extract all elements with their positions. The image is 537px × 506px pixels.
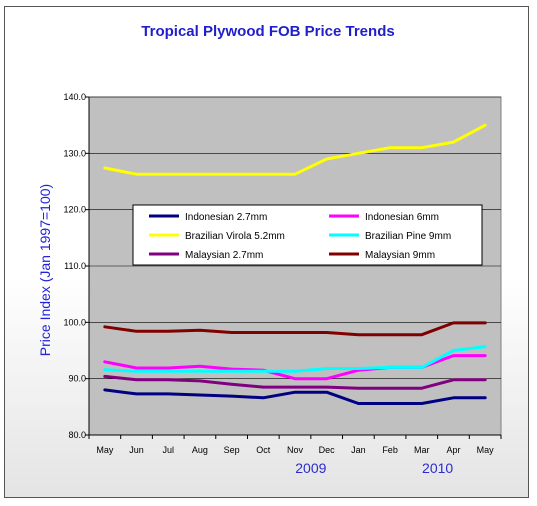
- legend-label: Indonesian 2.7mm: [185, 212, 267, 223]
- axes: 80.0 90.0 100.0 110.0 120.0 130.0 140.0 May Jun J…: [63, 92, 502, 476]
- x-tick-label: May: [96, 445, 114, 455]
- y-tick-label: 100.0: [63, 317, 86, 327]
- y-tick-label: 80.0: [68, 430, 86, 440]
- x-tick-label: Jan: [351, 445, 366, 455]
- legend-label: Malaysian 2.7mm: [185, 250, 263, 261]
- x-tick-label: Aug: [192, 445, 208, 455]
- series-lines: [103, 123, 487, 405]
- x-tick-label: Mar: [414, 445, 430, 455]
- year-label: 2009: [295, 460, 326, 476]
- series-line-malaysian-9mm: [103, 321, 487, 337]
- x-tick-label: Jun: [129, 445, 144, 455]
- legend-label: Indonesian 6mm: [365, 212, 439, 223]
- x-tick-label: Dec: [319, 445, 336, 455]
- x-tick-label: Sep: [224, 445, 240, 455]
- year-label: 2010: [422, 460, 453, 476]
- legend-label: Malaysian 9mm: [365, 250, 435, 261]
- legend-label: Brazilian Pine 9mm: [365, 231, 451, 242]
- x-tick-label: Feb: [382, 445, 398, 455]
- x-tick-label: Nov: [287, 445, 304, 455]
- y-tick-label: 90.0: [68, 374, 86, 384]
- x-tick-label: Jul: [162, 445, 174, 455]
- series-line-brazilian-virola-5-2mm: [103, 123, 487, 176]
- x-tick-label: Oct: [256, 445, 271, 455]
- chart-title: Tropical Plywood FOB Price Trends: [141, 23, 394, 40]
- y-tick-label: 140.0: [63, 92, 86, 102]
- series-line-brazilian-pine-9mm: [103, 345, 487, 373]
- y-tick-label: 130.0: [63, 148, 86, 158]
- legend-label: Brazilian Virola 5.2mm: [185, 231, 285, 242]
- series-line-malaysian-2-7mm: [103, 374, 487, 390]
- y-axis-label: Price Index (Jan 1997=100): [37, 184, 53, 356]
- x-tick-label: Apr: [446, 445, 460, 455]
- y-tick-label: 110.0: [64, 261, 86, 271]
- series-line-indonesian-2-7mm: [103, 388, 487, 405]
- x-tick-label: May: [477, 445, 495, 455]
- y-tick-label: 120.0: [63, 205, 86, 215]
- legend: Indonesian 2.7mm Indonesian 6mm Brazilian …: [132, 204, 483, 266]
- legend-box: [132, 204, 483, 266]
